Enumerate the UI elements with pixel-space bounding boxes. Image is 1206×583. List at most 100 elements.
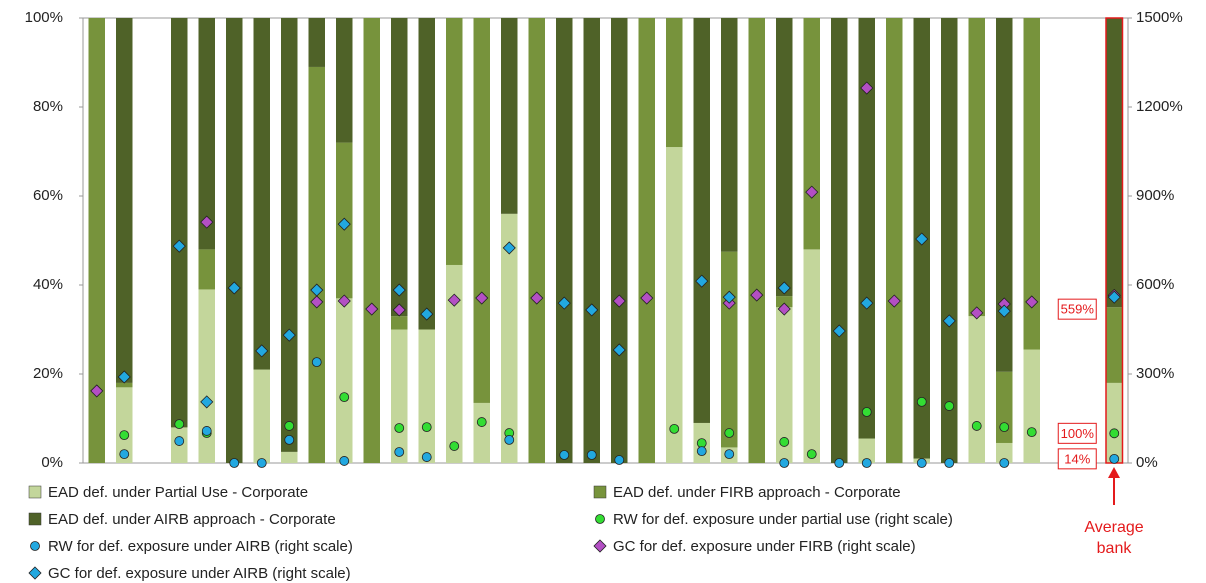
bar-segment [556, 18, 573, 463]
y2-tick-label: 900% [1136, 187, 1174, 204]
bar-segment [858, 18, 875, 439]
diamond-marker [777, 302, 791, 316]
bar-segment [198, 249, 215, 290]
bar-segment [858, 438, 875, 463]
diamond-marker [722, 290, 736, 304]
bar-segment [968, 316, 985, 463]
bar-segment [391, 316, 408, 330]
legend-swatch [28, 512, 42, 526]
circle-marker [394, 423, 405, 433]
value-label: 559% [1061, 302, 1095, 317]
legend-swatch [593, 539, 607, 553]
bar-segment [501, 18, 518, 214]
bar-segment [611, 18, 628, 463]
bar-segment [748, 18, 765, 463]
bar-segment [308, 66, 325, 463]
legend-label: RW for def. exposure under partial use (… [613, 511, 953, 528]
circle-marker [284, 434, 295, 445]
diamond-marker [310, 283, 324, 297]
legend-label: EAD def. under Partial Use - Corporate [48, 484, 308, 501]
legend-swatch [593, 485, 607, 499]
circle-marker [916, 396, 927, 407]
circle-marker [779, 458, 790, 468]
diamond-marker [557, 296, 571, 310]
circle-marker [944, 458, 955, 468]
value-label-box [1057, 298, 1097, 320]
y-tick-label: 0% [41, 454, 63, 471]
value-label: 14% [1064, 451, 1090, 466]
y2-tick-label: 300% [1136, 365, 1174, 382]
diamond-marker [915, 232, 929, 246]
bar-segment [666, 147, 683, 464]
arrow-head [1108, 467, 1120, 478]
bar-segment [446, 264, 463, 463]
bar-segment [336, 298, 353, 463]
bar-segment [473, 402, 490, 463]
bar-segment [776, 18, 793, 297]
circle-marker [174, 419, 185, 430]
diamond-marker [530, 291, 544, 305]
bar-segment [363, 18, 380, 463]
diamond-marker [750, 288, 764, 302]
diamond-marker [420, 307, 434, 321]
diamond-marker [805, 185, 819, 199]
diamond-marker [887, 294, 901, 308]
bar-segment [501, 213, 518, 463]
plot-frame [82, 17, 1129, 464]
bar-segment [666, 18, 683, 148]
diamond-marker [777, 281, 791, 295]
y-tick-label: 20% [33, 365, 63, 382]
bar-segment [336, 18, 353, 143]
circle-marker [916, 458, 927, 468]
legend-label: RW for def. exposure under AIRB (right s… [48, 538, 353, 555]
bar-segment [968, 18, 985, 317]
diamond-marker [310, 295, 324, 309]
circle-marker [1109, 453, 1120, 464]
circle-marker [449, 441, 460, 451]
y-tick-label: 60% [33, 187, 63, 204]
legend-swatch [30, 541, 40, 551]
legend-swatch [595, 514, 605, 524]
diamond-marker [200, 395, 214, 409]
circle-marker [311, 357, 322, 368]
bar-segment [886, 18, 903, 463]
diamond-marker [612, 343, 626, 357]
value-label: 100% [1061, 426, 1095, 441]
circle-marker [586, 450, 597, 460]
bar-segment [88, 18, 105, 463]
diamond-marker [1107, 290, 1121, 304]
bar-segment [116, 382, 133, 388]
circle-marker [119, 430, 130, 441]
circle-marker [614, 455, 625, 465]
value-label-box [1057, 448, 1097, 470]
bar-segment [721, 18, 738, 252]
diamond-marker [860, 296, 874, 310]
y-tick-label: 80% [33, 98, 63, 115]
circle-marker [834, 458, 845, 468]
circle-marker [284, 421, 295, 431]
legend-label: EAD def. under AIRB approach - Corporate [48, 511, 336, 528]
bar-segment [776, 296, 793, 308]
bar-segment [1106, 18, 1123, 308]
circle-marker [724, 428, 735, 438]
bar-segment [281, 451, 298, 463]
bar-segment [116, 18, 133, 383]
bar-segment [721, 251, 738, 448]
category-label: Average bank [1084, 519, 1144, 557]
bar-segment [198, 289, 215, 463]
circle-marker [861, 407, 872, 417]
bar-segment [583, 18, 600, 463]
bar-segment [446, 18, 463, 265]
y-tick-label: 100% [25, 9, 63, 26]
diamond-marker [172, 239, 186, 253]
circle-marker [999, 458, 1010, 468]
diamond-marker [970, 306, 984, 320]
diamond-marker [90, 384, 104, 398]
diamond-marker [200, 215, 214, 229]
bar-segment [281, 18, 298, 452]
circle-marker [696, 446, 707, 457]
circle-marker [1109, 428, 1120, 439]
legend-label: GC for def. exposure under AIRB (right s… [48, 565, 351, 582]
legend-swatch [28, 566, 42, 580]
